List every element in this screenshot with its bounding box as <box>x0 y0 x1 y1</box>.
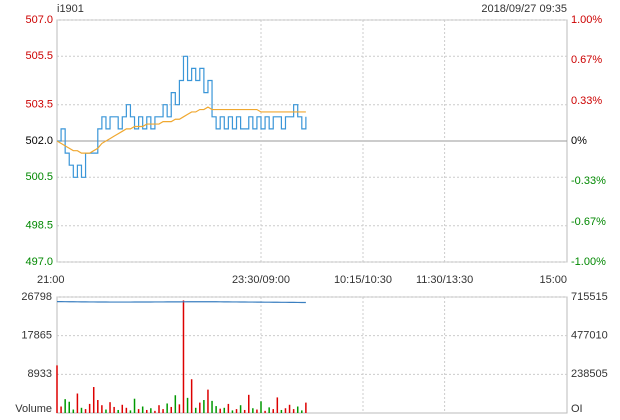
volume-bar <box>231 410 234 413</box>
chart-title: i1901 <box>57 3 84 15</box>
y2-tick-label: 238505 <box>571 368 608 380</box>
volume-bar <box>72 409 75 413</box>
volume-bar <box>178 404 181 413</box>
y2-tick-label: 0% <box>571 135 587 147</box>
volume-bar <box>60 406 62 413</box>
volume-bar <box>272 409 274 413</box>
y2-tick-label: 1.00% <box>571 14 602 26</box>
volume-bar <box>199 402 201 413</box>
volume-bar <box>84 409 87 413</box>
y-tick-label: 503.5 <box>25 99 53 111</box>
volume-bar <box>182 300 185 413</box>
volume-bar <box>288 404 291 413</box>
y2-tick-label: -1.00% <box>571 256 606 268</box>
volume-bar <box>174 395 177 413</box>
volume-bar <box>284 408 287 413</box>
volume-bar <box>162 409 164 413</box>
volume-bar <box>133 398 136 413</box>
volume-bar <box>268 407 270 413</box>
volume-bar <box>239 405 242 413</box>
volume-bar <box>264 410 266 413</box>
volume-bar <box>248 394 250 413</box>
volume-bar <box>92 387 95 413</box>
volume-bar <box>276 397 279 413</box>
volume-bar <box>211 400 213 413</box>
volume-bar <box>105 409 107 413</box>
volume-bar <box>260 401 262 413</box>
y-tick-label: 505.5 <box>25 50 53 62</box>
volume-bar <box>243 409 246 413</box>
x-tick-label: 11:30/13:30 <box>416 274 473 286</box>
volume-bar <box>113 406 115 413</box>
volume-bar <box>194 407 197 413</box>
y-tick-label: 498.5 <box>25 220 53 232</box>
y2-tick-label: -0.33% <box>571 175 606 187</box>
volume-bar <box>170 406 172 413</box>
x-tick-label: 23:30/09:00 <box>232 274 290 286</box>
volume-bar <box>280 409 283 413</box>
volume-bar <box>296 406 299 413</box>
volume-bar <box>97 400 99 413</box>
volume-bar <box>292 409 295 413</box>
y2-tick-label: 0.33% <box>571 95 602 107</box>
volume-label: Volume <box>15 403 52 415</box>
volume-bar <box>203 400 205 413</box>
volume-bar <box>154 410 156 413</box>
volume-bar <box>227 403 230 413</box>
volume-bar <box>101 405 103 413</box>
volume-bar <box>117 409 119 413</box>
y2-tick-label: 0.67% <box>571 54 602 66</box>
volume-bar <box>146 409 148 413</box>
volume-bar <box>56 365 58 413</box>
y-tick-label: 26798 <box>21 291 52 303</box>
volume-bar <box>137 409 140 413</box>
x-tick-label: 21:00 <box>37 274 65 286</box>
oi-label: OI <box>571 403 583 415</box>
volume-bar <box>166 403 168 413</box>
volume-bar <box>150 408 152 413</box>
x-tick-label: 15:00 <box>539 274 567 286</box>
y-tick-label: 8933 <box>28 368 52 380</box>
y2-tick-label: -0.67% <box>571 216 606 228</box>
open-interest-line <box>56 301 306 304</box>
volume-bar <box>223 407 226 413</box>
y2-tick-label: 477010 <box>571 330 608 342</box>
y-tick-label: 497.0 <box>25 256 53 268</box>
volume-bar <box>301 410 303 413</box>
volume-bar <box>186 397 189 413</box>
volume-bar <box>141 406 144 413</box>
volume-bar <box>256 409 258 413</box>
volume-bar <box>252 408 254 413</box>
volume-bar <box>129 410 132 413</box>
volume-bar <box>64 399 66 413</box>
average-line <box>56 106 306 154</box>
volume-bar <box>88 403 91 413</box>
volume-bar <box>80 407 83 413</box>
volume-bar <box>207 389 209 413</box>
price-line <box>57 55 307 178</box>
y-tick-label: 507.0 <box>25 14 53 26</box>
volume-bar <box>125 407 128 413</box>
volume-bar <box>305 402 307 413</box>
volume-bar <box>109 402 111 413</box>
y2-tick-label: 715515 <box>571 291 608 303</box>
y-tick-label: 500.5 <box>25 171 53 183</box>
chart-time: 2018/09/27 09:35 <box>481 3 567 15</box>
volume-bar <box>76 393 79 413</box>
volume-bar <box>68 401 70 413</box>
volume-bar <box>121 404 124 413</box>
x-tick-label: 10:15/10:30 <box>334 274 392 286</box>
volume-bar <box>219 408 221 413</box>
volume-bar <box>235 409 238 413</box>
volume-bar <box>190 379 193 413</box>
volume-bar <box>158 405 160 413</box>
y-tick-label: 17865 <box>21 330 52 342</box>
volume-bar <box>215 406 217 413</box>
y-tick-label: 502.0 <box>25 135 53 147</box>
volume-frame <box>56 296 568 414</box>
